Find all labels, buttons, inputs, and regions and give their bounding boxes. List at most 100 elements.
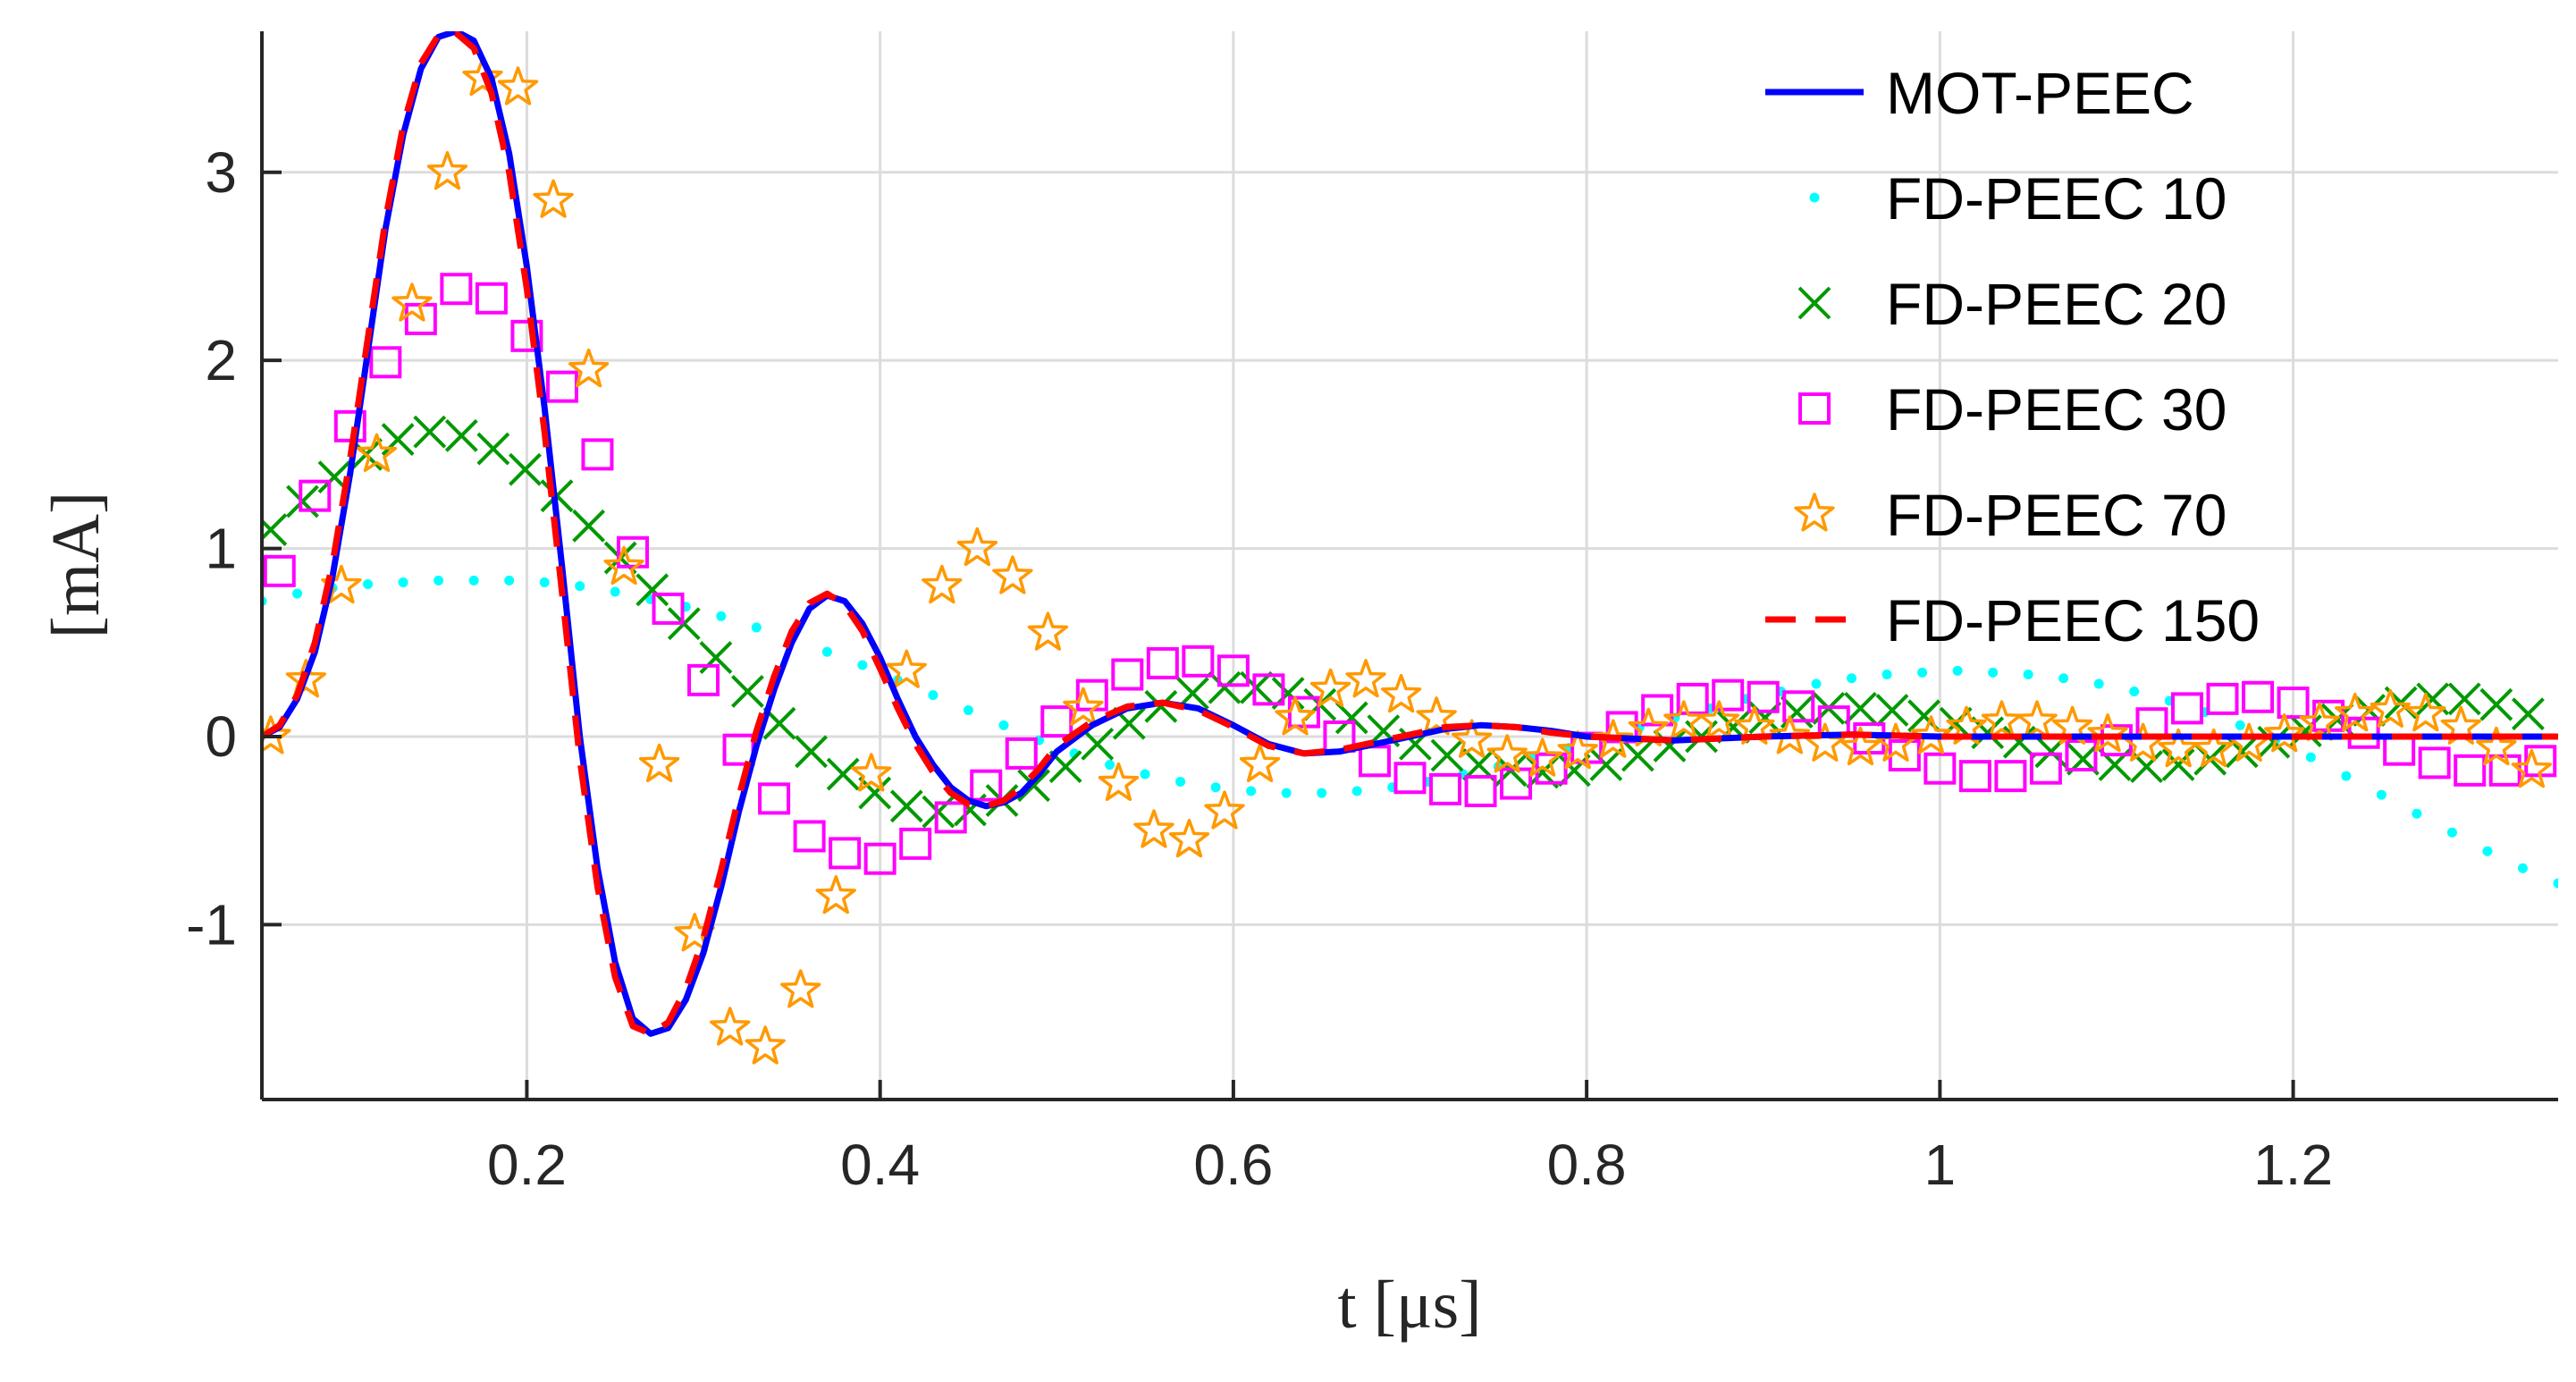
marker-point bbox=[391, 282, 433, 322]
marker-point bbox=[1712, 678, 1745, 712]
marker-point bbox=[745, 1025, 786, 1065]
marker-point bbox=[616, 535, 649, 569]
marker-point bbox=[2341, 771, 2352, 781]
marker-point bbox=[1782, 690, 1815, 723]
marker-point bbox=[2023, 670, 2033, 680]
marker-point bbox=[886, 649, 927, 688]
legend-swatch bbox=[1797, 286, 1831, 320]
marker-point bbox=[285, 659, 327, 698]
marker-point bbox=[970, 769, 1003, 802]
marker-point bbox=[1168, 818, 1210, 858]
marker-point bbox=[1430, 738, 1464, 772]
marker-point bbox=[299, 479, 332, 512]
x-tick-label-0: 0.2 bbox=[487, 1133, 567, 1197]
marker-point bbox=[1429, 772, 1462, 805]
marker-point bbox=[780, 969, 821, 1008]
marker-point bbox=[292, 588, 303, 599]
marker-point bbox=[2299, 702, 2340, 741]
marker-point bbox=[1462, 748, 1495, 781]
marker-point bbox=[262, 513, 288, 546]
marker-point bbox=[2087, 713, 2128, 753]
marker-point bbox=[568, 348, 610, 388]
marker-point bbox=[2511, 749, 2553, 788]
marker-point bbox=[2412, 808, 2422, 819]
marker-point bbox=[1182, 645, 1215, 678]
marker-point bbox=[1464, 774, 1497, 807]
marker-point bbox=[638, 743, 680, 783]
marker-point bbox=[1393, 762, 1427, 795]
marker-point bbox=[1653, 729, 1687, 763]
marker-point bbox=[815, 875, 856, 914]
marker-point bbox=[2305, 752, 2316, 763]
legend-label: FD-PEEC 10 bbox=[1886, 165, 2227, 232]
marker-point bbox=[1910, 715, 1952, 754]
x-tick-label-4: 1 bbox=[1924, 1133, 1957, 1197]
marker-point bbox=[2193, 728, 2235, 768]
legend-item-0: MOT-PEEC bbox=[1765, 60, 2194, 126]
marker-point bbox=[572, 509, 606, 543]
marker-point bbox=[363, 579, 374, 590]
legend-item-3: FD-PEEC 30 bbox=[1798, 376, 2227, 442]
marker-point bbox=[1769, 715, 1811, 754]
marker-point bbox=[1175, 776, 1186, 787]
marker-point bbox=[998, 720, 1009, 730]
legend-label: FD-PEEC 30 bbox=[1886, 376, 2227, 442]
marker-point bbox=[510, 319, 543, 352]
marker-point bbox=[1210, 782, 1221, 793]
marker-point bbox=[1416, 696, 1457, 736]
marker-point bbox=[699, 641, 733, 675]
marker-point bbox=[434, 575, 444, 586]
marker-point bbox=[731, 675, 764, 708]
marker-point bbox=[1676, 682, 1709, 715]
marker-point bbox=[2093, 678, 2104, 689]
marker-point bbox=[2446, 827, 2457, 838]
marker-point bbox=[1522, 737, 1563, 777]
marker-point bbox=[2029, 752, 2062, 785]
marker-point bbox=[1589, 748, 1623, 781]
marker-point bbox=[2161, 748, 2195, 781]
legend: MOT-PEEC FD-PEEC 10 FD-PEEC 20 FD-PEEC 30 FD… bbox=[1765, 60, 2260, 653]
y-tick-label-4: 3 bbox=[205, 140, 237, 205]
marker-point bbox=[1988, 667, 1999, 678]
marker-point bbox=[2476, 726, 2517, 766]
marker-point bbox=[1881, 670, 1892, 680]
marker-point bbox=[444, 418, 478, 452]
marker-point bbox=[1317, 788, 1327, 798]
marker-point bbox=[1275, 696, 1316, 736]
marker-point bbox=[1958, 760, 1991, 793]
marker-point bbox=[1451, 719, 1493, 758]
marker-point bbox=[2242, 680, 2275, 713]
marker-point bbox=[1081, 727, 1115, 761]
legend-item-2: FD-PEEC 20 bbox=[1797, 271, 2227, 337]
marker-point bbox=[1208, 670, 1242, 704]
marker-point bbox=[1204, 790, 1245, 830]
marker-point bbox=[497, 66, 539, 105]
marker-point bbox=[1641, 694, 1674, 727]
marker-point bbox=[934, 801, 967, 834]
x-tick-label-2: 0.6 bbox=[1193, 1133, 1273, 1197]
marker-point bbox=[1144, 689, 1178, 723]
marker-point bbox=[716, 611, 727, 621]
marker-point bbox=[851, 753, 892, 792]
marker-point bbox=[1146, 646, 1179, 679]
marker-point bbox=[2511, 697, 2545, 731]
marker-point bbox=[262, 715, 291, 754]
marker-point bbox=[992, 555, 1033, 594]
marker-point bbox=[863, 842, 897, 875]
marker-point bbox=[889, 789, 923, 823]
y-tick-label-1: 0 bbox=[205, 704, 237, 769]
y-tick-label-3: 2 bbox=[205, 328, 237, 392]
marker-point bbox=[795, 735, 828, 769]
marker-point bbox=[1281, 788, 1292, 798]
marker-point bbox=[963, 704, 973, 715]
marker-point bbox=[476, 432, 510, 466]
marker-point bbox=[2418, 746, 2451, 779]
marker-point bbox=[826, 757, 860, 791]
marker-point bbox=[1924, 752, 1957, 785]
marker-point bbox=[1309, 668, 1351, 707]
marker-point bbox=[858, 776, 892, 810]
x-tick-label-1: 0.4 bbox=[840, 1133, 920, 1197]
marker-point bbox=[1663, 700, 1705, 739]
marker-point bbox=[2225, 735, 2259, 769]
